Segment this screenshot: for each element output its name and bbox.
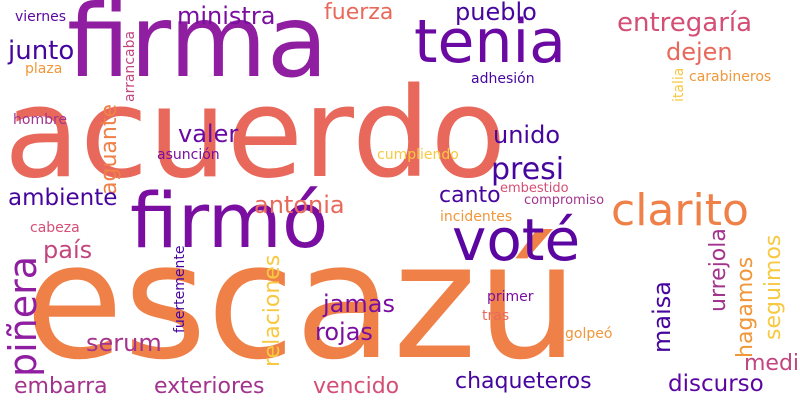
word-acuerdo: acuerdo — [4, 62, 507, 206]
word-adhesion: adhesión — [471, 71, 535, 87]
word-exteriores: exteriores — [154, 374, 265, 399]
word-fuerza: fuerza — [324, 0, 394, 25]
word-unido: unido — [493, 121, 561, 149]
word-clarito: clarito — [611, 185, 749, 236]
word-urrejola: urrejola — [706, 228, 731, 312]
word-compromiso: compromiso — [524, 193, 605, 208]
word-primer: primer — [487, 289, 534, 305]
word-carabineros: carabineros — [689, 69, 772, 85]
word-embarra: embarra — [14, 374, 108, 399]
word-relaciones: relaciones — [260, 254, 285, 367]
word-valer: valer — [178, 120, 239, 148]
word-cumpliendo: cumpliendo — [377, 147, 459, 163]
word-hagamos: hagamos — [733, 256, 758, 358]
word-junto: junto — [8, 36, 75, 66]
word-medio: medio — [744, 351, 800, 376]
word-vote: voté — [452, 206, 581, 274]
word-chaqueteros: chaqueteros — [455, 369, 592, 394]
word-tras: tras — [482, 308, 510, 324]
word-asuncion: asunción — [157, 147, 220, 163]
word-cabeza: cabeza — [30, 220, 80, 236]
word-arrancaba: arrancaba — [122, 30, 138, 102]
word-tenia: tenia — [414, 7, 566, 77]
word-antonia: antonia — [254, 191, 345, 219]
word-italia: italia — [671, 67, 687, 102]
word-viernes: viernes — [15, 9, 67, 25]
word-jamas: jamas — [323, 290, 395, 318]
word-ambiente: ambiente — [8, 185, 118, 211]
word-entregaria: entregaría — [617, 8, 753, 38]
word-firmo: firmó — [130, 176, 329, 265]
word-dejen: dejen — [666, 38, 733, 66]
word-discurso: discurso — [668, 371, 764, 397]
word-rojas: rojas — [315, 318, 373, 346]
word-ministra: ministra — [177, 2, 276, 30]
word-seguimos: seguimos — [761, 234, 786, 340]
word-serum: serum — [86, 329, 162, 357]
word-firma: firma — [67, 0, 329, 100]
word-fuertemente: fuertemente — [172, 245, 188, 334]
word-presi: presi — [491, 152, 565, 187]
word-embestido: embestido — [500, 181, 569, 196]
word-golpeo: golpeó — [565, 326, 613, 342]
word-vencido: vencido — [313, 374, 400, 399]
word-hombre: hombre — [13, 112, 68, 128]
word-pueblo: pueblo — [455, 0, 537, 26]
word-pais: país — [43, 236, 93, 264]
word-escazu: escazú — [25, 208, 579, 395]
word-plaza: plaza — [25, 61, 63, 77]
word-aguante: aguante — [97, 104, 122, 195]
word-maisa: maisa — [648, 281, 676, 353]
word-canto: canto — [439, 183, 501, 208]
word-incidentes: incidentes — [440, 209, 513, 225]
